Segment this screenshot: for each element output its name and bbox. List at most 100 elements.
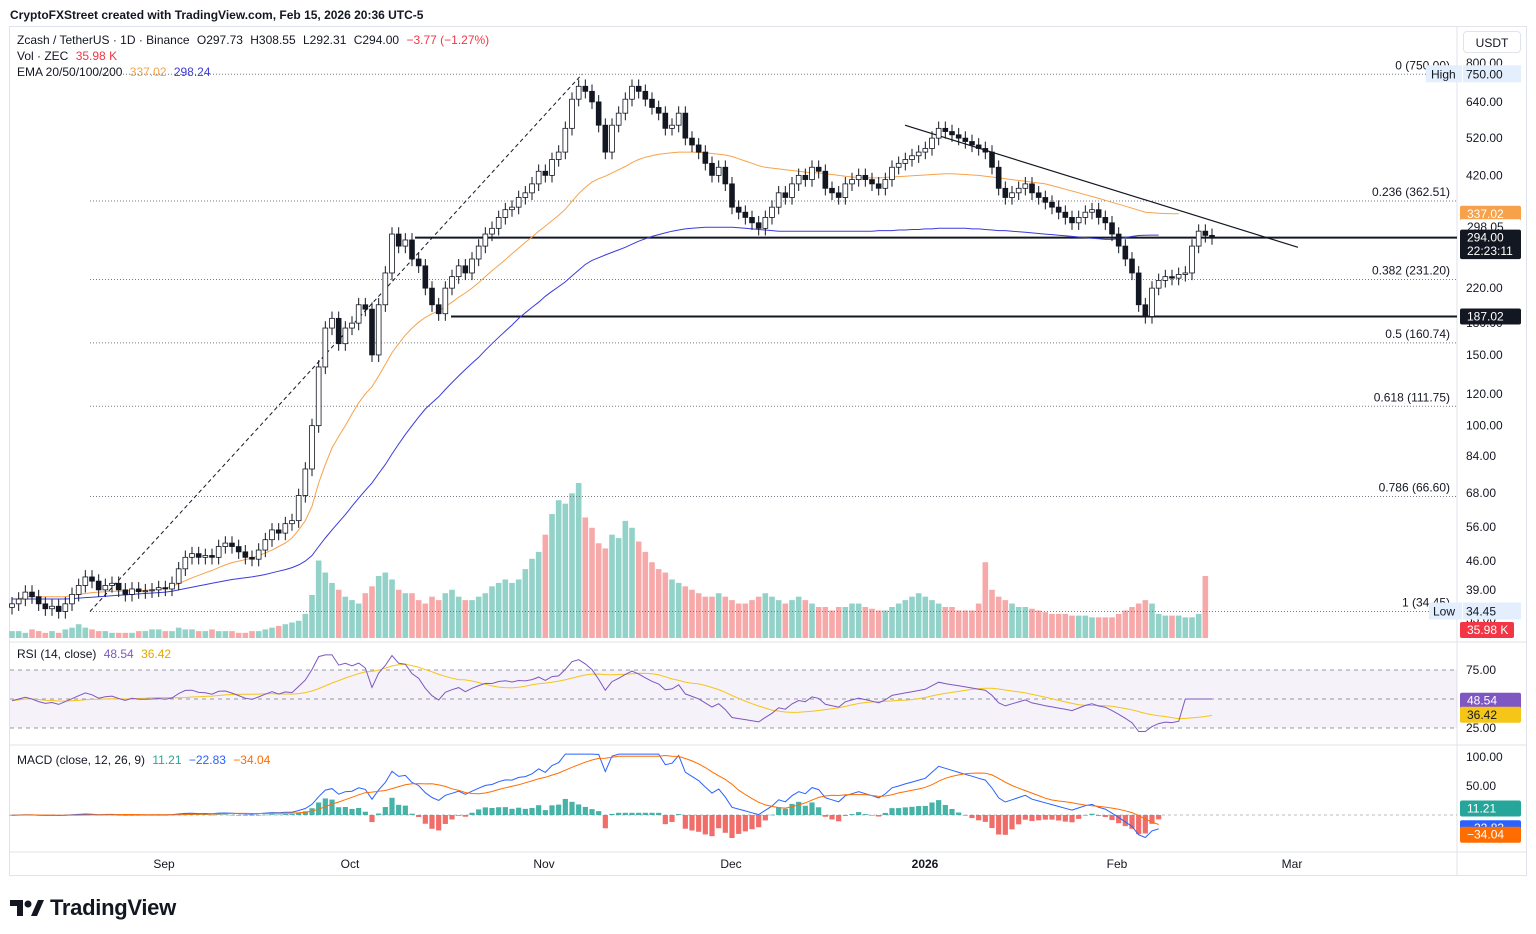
price-axis-tick: 68.00 <box>1466 486 1496 500</box>
macd-histogram-bar <box>236 815 242 816</box>
price-axis-tick: 520.00 <box>1466 131 1503 145</box>
candle-body <box>409 239 415 260</box>
time-axis-label: 2026 <box>912 857 939 871</box>
candle-body <box>35 596 42 605</box>
volume-bar <box>249 631 255 638</box>
volume-bar <box>609 534 615 638</box>
candle-body <box>362 304 369 310</box>
macd-histogram-bar <box>209 814 215 816</box>
volume-bar <box>1109 617 1115 638</box>
macd-histogram-bar <box>1122 815 1128 827</box>
volume-bar <box>1169 615 1175 638</box>
macd-legend[interactable]: MACD (close, 12, 26, 9) 11.21 −22.83 −34… <box>17 753 274 767</box>
ema-legend[interactable]: EMA 20/50/100/200 337.02 298.24 <box>17 65 215 79</box>
high-tag-label: High <box>1431 67 1456 81</box>
candle-body <box>262 539 269 551</box>
volume-bar <box>409 593 415 638</box>
macd-histogram-bar <box>936 800 942 815</box>
macd-histogram-bar <box>242 815 248 816</box>
candle-body <box>529 183 535 194</box>
candle-body <box>815 166 822 172</box>
macd-histogram-bar <box>536 805 542 815</box>
macd-histogram-bar <box>682 815 688 829</box>
candle-body <box>975 144 982 149</box>
candle-body <box>1135 272 1142 306</box>
macd-histogram-bar <box>856 812 862 815</box>
candle-body <box>455 265 462 278</box>
candle-body <box>749 217 755 224</box>
candle-body <box>9 603 15 608</box>
volume-bar <box>262 629 269 638</box>
candle-body <box>1175 274 1182 279</box>
macd-histogram-bar <box>1016 815 1022 825</box>
candle-body <box>215 546 222 558</box>
candle-body <box>175 568 182 584</box>
candle-body <box>949 131 955 136</box>
volume-bar <box>1035 610 1042 638</box>
macd-histogram-bar <box>969 815 975 819</box>
descending-trendline <box>904 124 1299 248</box>
candle-body <box>375 304 382 356</box>
chart-frame <box>9 26 1527 876</box>
macd-histogram-bar <box>296 812 302 815</box>
high-tag-value: 750.00 <box>1466 67 1503 81</box>
macd-histogram-bar <box>1082 815 1088 816</box>
candle-body <box>675 112 682 126</box>
macd-histogram-bar <box>816 807 822 815</box>
fib-level-label: 0.382 (231.20) <box>1372 263 1450 277</box>
candle-body <box>222 542 229 547</box>
volume-bar <box>662 572 669 638</box>
candle-body <box>1089 209 1095 213</box>
macd-histogram-bar <box>389 797 395 815</box>
candle-body <box>329 317 335 329</box>
volume-bar <box>735 603 742 638</box>
volume-bar <box>115 632 122 638</box>
volume-bar <box>1115 613 1122 638</box>
volume-bar <box>1009 603 1015 638</box>
volume-bar <box>695 593 702 638</box>
candle-body <box>289 520 295 525</box>
macd-histogram-bar <box>1009 815 1015 830</box>
candle-body <box>782 192 789 198</box>
candle-body <box>1082 211 1089 218</box>
macd-histogram-bar <box>222 814 228 816</box>
macd-histogram-bar <box>1042 815 1048 820</box>
volume-bar <box>335 589 342 638</box>
currency-selector[interactable]: USDT <box>1463 31 1521 53</box>
rsi-legend[interactable]: RSI (14, close) 48.54 36.42 <box>17 647 175 661</box>
candle-body <box>989 151 995 168</box>
macd-histogram-bar <box>749 815 755 830</box>
candle-body <box>735 206 742 213</box>
volume-bar <box>15 631 22 638</box>
volume-bar <box>1195 613 1202 638</box>
volume-badge <box>1460 622 1514 638</box>
candle-body <box>429 287 435 306</box>
volume-bar <box>675 582 682 638</box>
volume-bar <box>389 579 395 638</box>
macd-histogram-bar <box>1036 815 1042 821</box>
volume-legend[interactable]: Vol · ZEC 35.98 K <box>17 49 121 63</box>
volume-bar <box>269 627 275 638</box>
candle-body <box>1169 276 1175 279</box>
candle-body <box>235 546 242 553</box>
candle-body <box>315 366 322 427</box>
volume-bar <box>462 600 469 638</box>
candle-body <box>69 593 75 605</box>
macd-histogram-bar <box>416 815 422 817</box>
macd-histogram-bar <box>302 811 308 815</box>
candle-body <box>1162 276 1169 281</box>
high-value: H308.55 <box>250 33 296 47</box>
tradingview-logo[interactable]: TradingView <box>10 895 176 921</box>
candle-body <box>1189 245 1195 274</box>
macd-histogram-bar <box>782 808 788 815</box>
macd-histogram-bar <box>836 815 842 822</box>
macd-histogram-bar <box>1049 815 1055 820</box>
candle-body <box>615 112 622 126</box>
symbol-legend[interactable]: Zcash / TetherUS · 1D · Binance O297.73 … <box>17 33 493 47</box>
volume-bar <box>949 607 955 638</box>
chart-credit: CryptoFXStreet created with TradingView.… <box>10 8 424 22</box>
candle-body <box>195 553 202 558</box>
time-axis-label: Mar <box>1282 857 1303 871</box>
volume-bar <box>1135 603 1142 638</box>
